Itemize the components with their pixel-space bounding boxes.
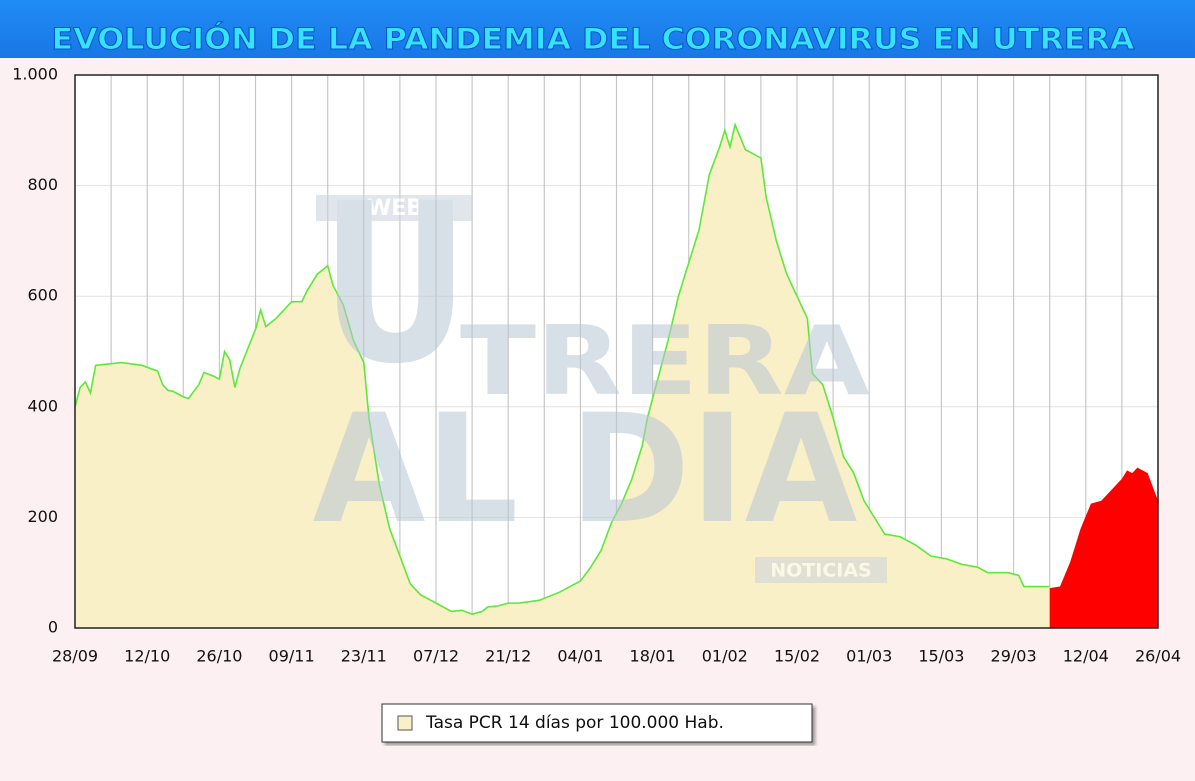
x-tick-label: 18/01 bbox=[630, 647, 676, 666]
x-tick-label: 21/12 bbox=[485, 647, 531, 666]
y-tick-label: 0 bbox=[48, 618, 58, 637]
x-tick-label: 01/03 bbox=[846, 647, 892, 666]
watermark-band bbox=[316, 195, 473, 221]
x-tick-label: 26/04 bbox=[1135, 647, 1181, 666]
y-tick-label: 800 bbox=[27, 175, 58, 194]
y-tick-label: 400 bbox=[27, 396, 58, 415]
x-tick-label: 09/11 bbox=[269, 647, 315, 666]
x-tick-label: 01/02 bbox=[702, 647, 748, 666]
x-tick-label: 28/09 bbox=[52, 647, 98, 666]
watermark-text: NOTICIAS bbox=[770, 560, 872, 582]
watermark-band bbox=[755, 557, 887, 583]
area bbox=[1049, 467, 1158, 628]
chart-title: EVOLUCIÓN DE LA PANDEMIA DEL CORONAVIRUS… bbox=[52, 22, 1136, 56]
x-tick-label: 12/10 bbox=[124, 647, 170, 666]
legend-box bbox=[381, 703, 813, 743]
x-tick-label: 12/04 bbox=[1063, 647, 1109, 666]
title-banner bbox=[0, 0, 1195, 58]
watermark-text: WEB bbox=[367, 196, 423, 221]
plot-border bbox=[74, 74, 1159, 629]
x-tick-label: 04/01 bbox=[557, 647, 603, 666]
line bbox=[74, 122, 1050, 616]
watermark-text: AL DIA bbox=[313, 383, 858, 557]
x-tick-label: 23/11 bbox=[341, 647, 387, 666]
area bbox=[75, 124, 1050, 629]
x-tick-label: 15/03 bbox=[918, 647, 964, 666]
x-tick-label: 07/12 bbox=[413, 647, 459, 666]
legend-swatch bbox=[397, 715, 413, 731]
x-tick-label: 15/02 bbox=[774, 647, 820, 666]
watermark-text: TRERA bbox=[460, 307, 871, 417]
y-tick-label: 600 bbox=[27, 286, 58, 305]
watermark-text: U bbox=[320, 156, 470, 412]
y-tick-label: 1.000 bbox=[12, 65, 58, 84]
y-tick-label: 200 bbox=[27, 507, 58, 526]
x-tick-label: 29/03 bbox=[991, 647, 1037, 666]
x-tick-label: 26/10 bbox=[196, 647, 242, 666]
legend-label: Tasa PCR 14 días por 100.000 Hab. bbox=[425, 713, 724, 733]
